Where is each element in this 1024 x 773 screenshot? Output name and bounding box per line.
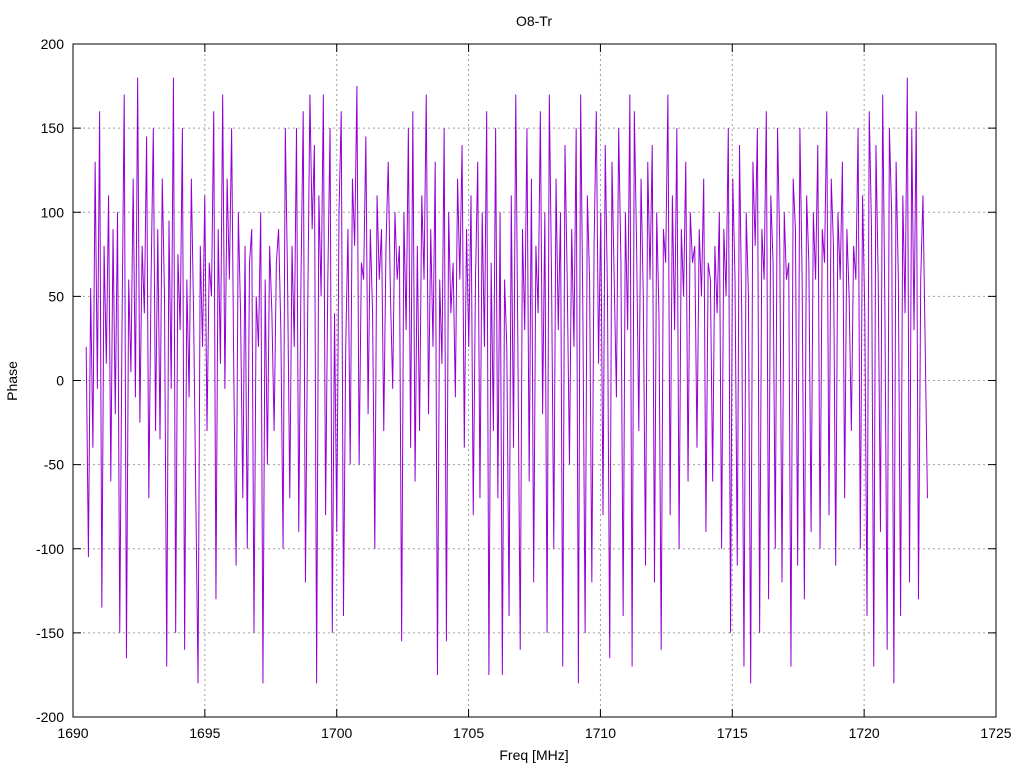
x-tick-label: 1695 [189,725,220,741]
x-tick-label: 1700 [321,725,352,741]
y-tick-label: 200 [41,36,65,52]
y-tick-label: 100 [41,204,65,220]
x-axis-label: Freq [MHz] [499,747,568,763]
x-tick-label: 1720 [849,725,880,741]
y-tick-label: 50 [48,288,64,304]
data-layer [85,77,928,684]
y-axis-label: Phase [4,361,20,401]
x-tick-label: 1715 [717,725,748,741]
y-tick-label: 150 [41,120,65,136]
y-tick-label: -150 [36,625,64,641]
y-tick-label: -50 [44,457,64,473]
x-tick-label: 1690 [57,725,88,741]
chart-title: O8-Tr [516,13,552,29]
x-tick-label: 1725 [980,725,1011,741]
tick-layer: 1690 1695 1700 1705 1710 1715 1720 1725 -200 -150… [36,36,1012,741]
y-tick-label: 0 [56,373,64,389]
grid-layer [73,44,996,717]
x-tick-label: 1710 [585,725,616,741]
x-tick-label: 1705 [453,725,484,741]
y-tick-label: -200 [36,709,64,725]
phase-series-line [85,77,928,684]
y-tick-label: -100 [36,541,64,557]
